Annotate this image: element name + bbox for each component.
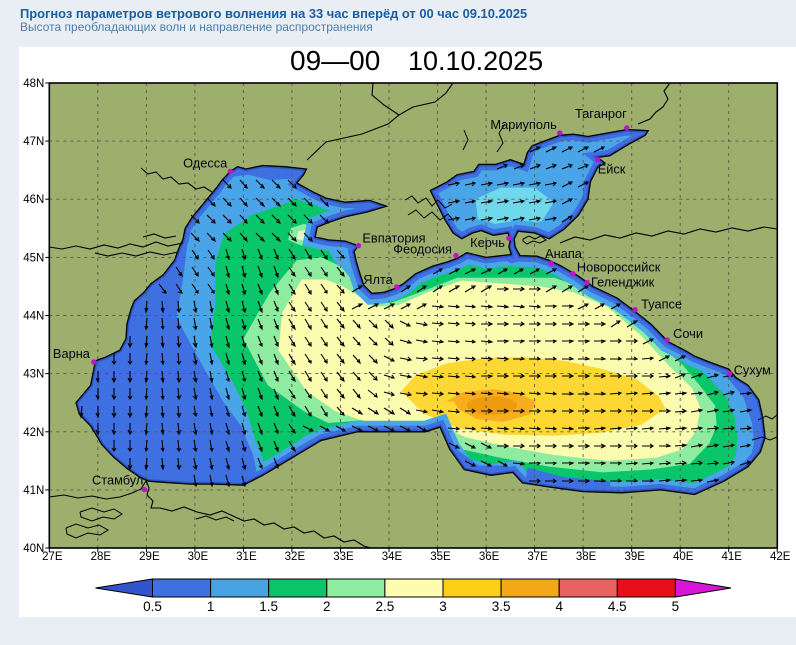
svg-text:Сухум: Сухум	[734, 363, 771, 378]
svg-text:34E: 34E	[382, 551, 403, 563]
svg-text:Варна: Варна	[53, 346, 91, 361]
svg-text:29E: 29E	[139, 551, 160, 563]
svg-text:41N: 41N	[23, 485, 44, 497]
svg-text:3.5: 3.5	[492, 599, 511, 614]
svg-text:35E: 35E	[430, 551, 451, 563]
svg-text:Мариуполь: Мариуполь	[490, 117, 557, 132]
svg-text:46N: 46N	[23, 194, 44, 206]
svg-text:Феодосия: Феодосия	[393, 242, 452, 257]
svg-text:10.10.2025: 10.10.2025	[408, 46, 543, 76]
svg-text:Стамбул: Стамбул	[92, 473, 143, 488]
svg-text:36E: 36E	[479, 551, 500, 563]
svg-text:Новороссийск: Новороссийск	[577, 260, 661, 275]
svg-text:41E: 41E	[721, 551, 742, 563]
svg-text:33E: 33E	[333, 551, 354, 563]
svg-text:Евпатория: Евпатория	[362, 231, 425, 246]
svg-text:09—00: 09—00	[290, 45, 380, 76]
svg-text:Одесса: Одесса	[183, 155, 228, 170]
svg-text:Анапа: Анапа	[545, 246, 583, 261]
svg-text:2: 2	[323, 599, 331, 614]
svg-text:Туапсе: Туапсе	[641, 297, 682, 312]
svg-text:Керчь: Керчь	[470, 235, 505, 250]
svg-text:Ейск: Ейск	[598, 162, 626, 177]
svg-text:47N: 47N	[23, 136, 44, 148]
svg-text:45N: 45N	[23, 252, 44, 264]
svg-text:Геленджик: Геленджик	[591, 274, 655, 289]
svg-text:27E: 27E	[42, 551, 63, 563]
svg-text:44N: 44N	[23, 311, 44, 323]
svg-text:28E: 28E	[91, 551, 112, 563]
svg-text:32E: 32E	[285, 551, 306, 563]
svg-text:Сочи: Сочи	[673, 326, 703, 341]
svg-text:3: 3	[439, 599, 447, 614]
svg-text:4.5: 4.5	[608, 599, 627, 614]
svg-text:39E: 39E	[624, 551, 645, 563]
svg-text:0.5: 0.5	[143, 599, 162, 614]
svg-text:42N: 42N	[23, 427, 44, 439]
svg-text:37E: 37E	[527, 551, 548, 563]
svg-text:38E: 38E	[576, 551, 597, 563]
svg-text:48N: 48N	[23, 78, 44, 90]
svg-text:1: 1	[207, 599, 215, 614]
svg-text:31E: 31E	[236, 551, 257, 563]
svg-text:Таганрог: Таганрог	[575, 106, 627, 121]
svg-text:40N: 40N	[23, 543, 44, 555]
svg-text:5: 5	[672, 599, 680, 614]
svg-text:40E: 40E	[673, 551, 694, 563]
svg-text:2.5: 2.5	[376, 599, 395, 614]
svg-text:Ялта: Ялта	[363, 272, 393, 287]
svg-text:1.5: 1.5	[259, 599, 278, 614]
svg-text:30E: 30E	[188, 551, 209, 563]
svg-text:4: 4	[555, 599, 563, 614]
svg-text:43N: 43N	[23, 369, 44, 381]
svg-text:42E: 42E	[770, 551, 791, 563]
